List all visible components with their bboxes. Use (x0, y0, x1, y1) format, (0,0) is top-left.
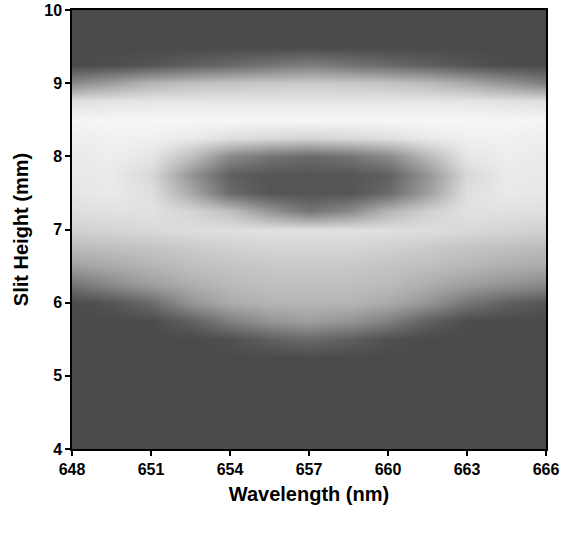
svg-text:6: 6 (53, 294, 62, 311)
svg-text:651: 651 (138, 461, 165, 478)
svg-text:648: 648 (59, 461, 86, 478)
svg-text:657: 657 (296, 461, 323, 478)
svg-text:5: 5 (53, 367, 62, 384)
svg-text:10: 10 (44, 2, 62, 19)
svg-text:4: 4 (53, 441, 62, 458)
svg-text:7: 7 (53, 221, 62, 238)
svg-text:654: 654 (217, 461, 244, 478)
svg-text:Slit Height (mm): Slit Height (mm) (10, 153, 32, 306)
svg-text:8: 8 (53, 148, 62, 165)
svg-text:Wavelength (nm): Wavelength (nm) (229, 483, 389, 505)
svg-text:9: 9 (53, 75, 62, 92)
svg-text:666: 666 (533, 461, 560, 478)
svg-text:663: 663 (454, 461, 481, 478)
svg-text:660: 660 (375, 461, 402, 478)
